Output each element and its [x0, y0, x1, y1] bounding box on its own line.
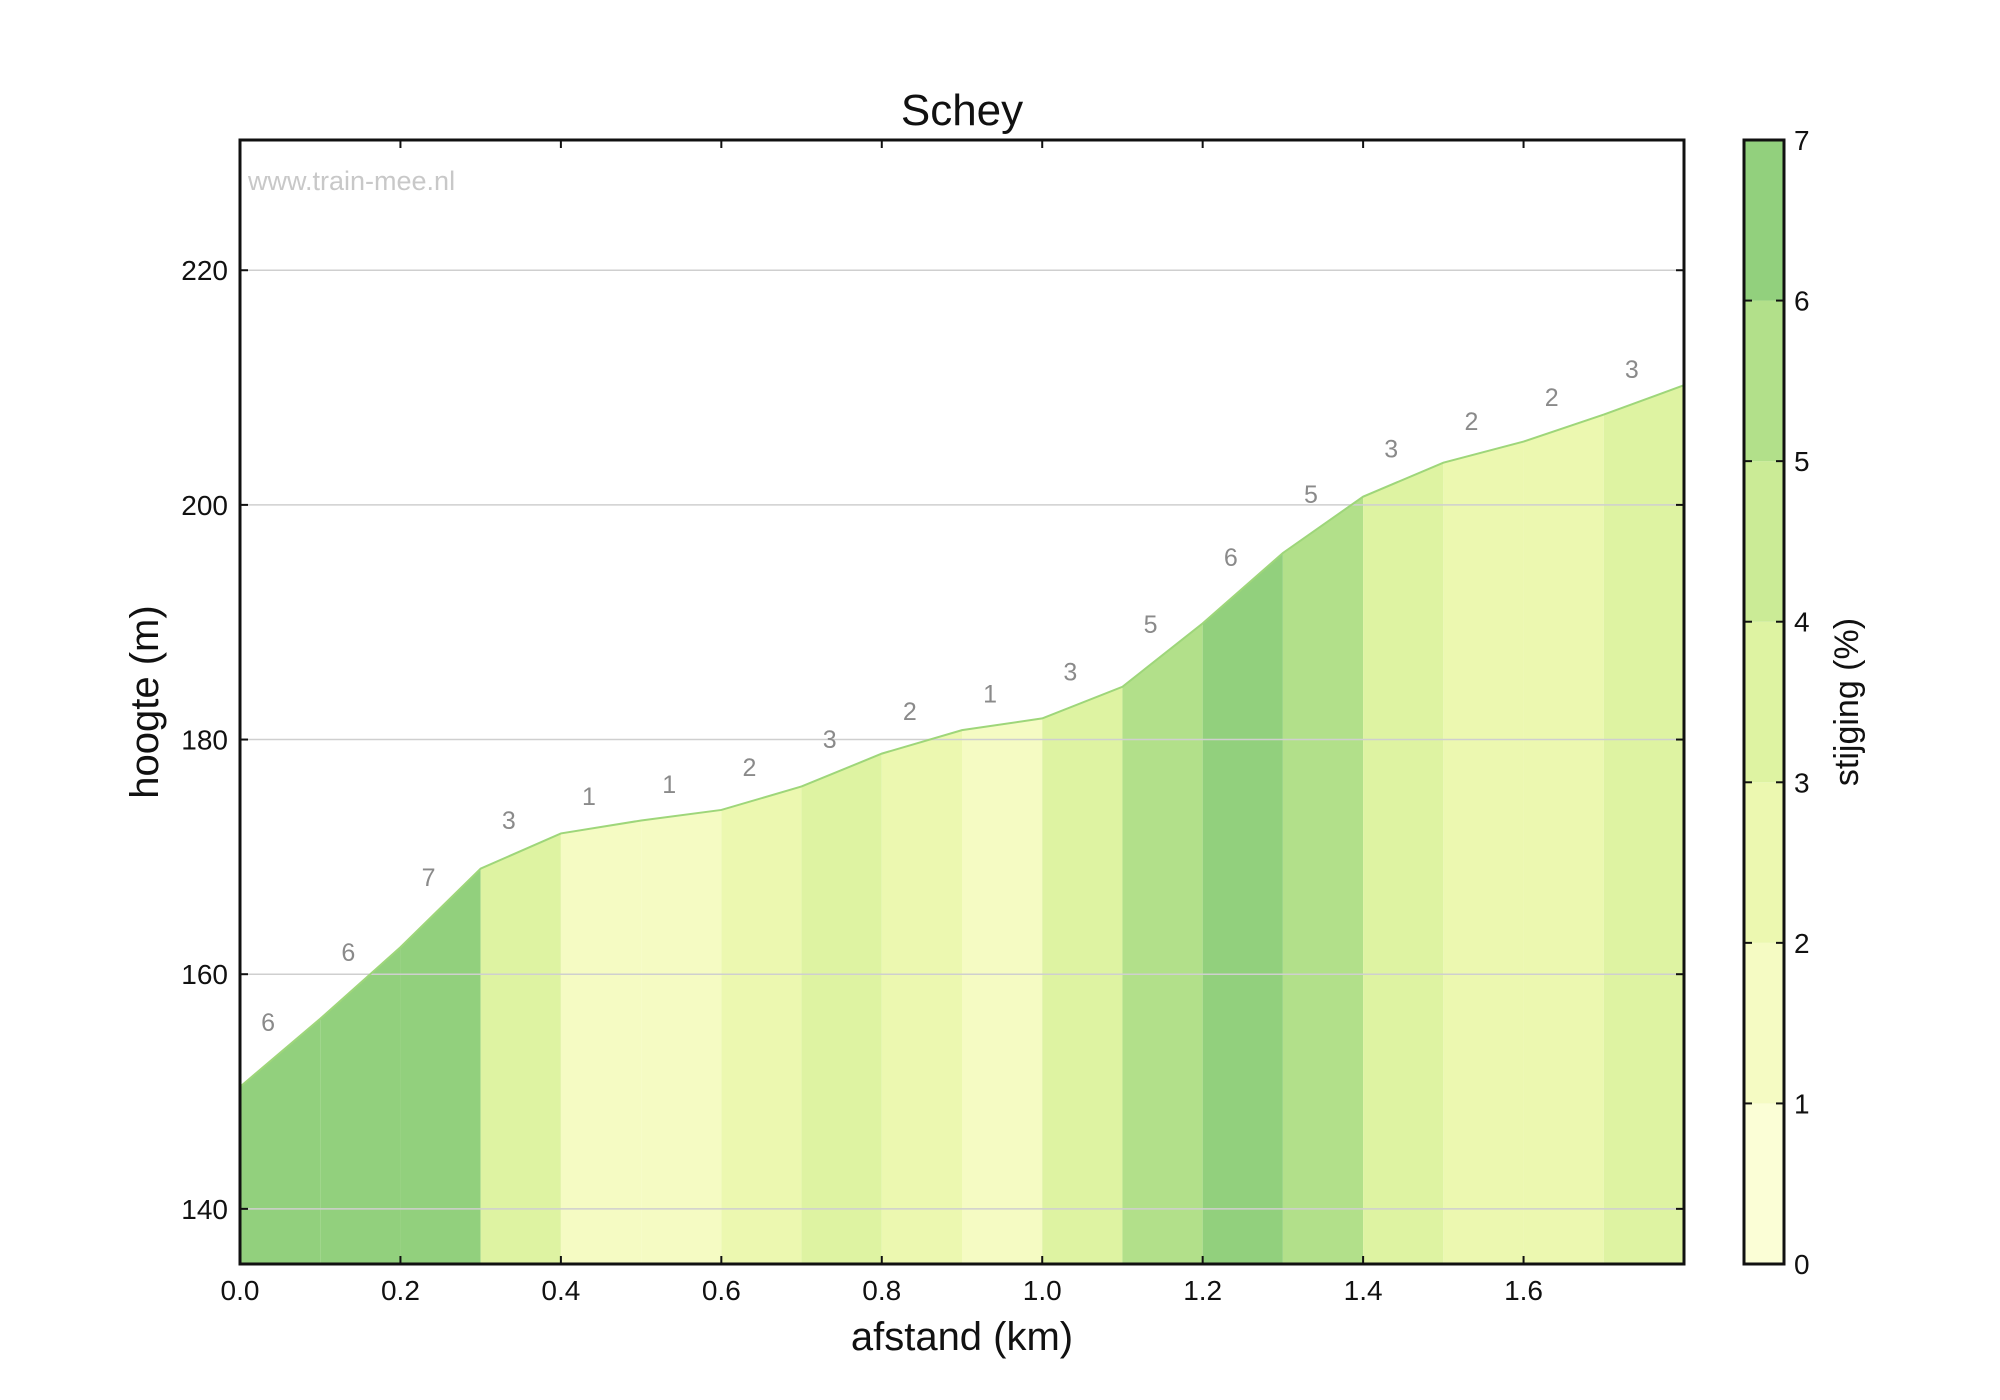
colorbar-band	[1744, 621, 1784, 783]
x-tick-label: 0.0	[221, 1275, 260, 1306]
elevation-line	[239, 384, 1685, 1088]
grade-label: 3	[1063, 659, 1077, 687]
gridlines	[240, 269, 1684, 1210]
colorbar-band	[1744, 140, 1784, 301]
grade-segment	[1122, 623, 1203, 1264]
y-axis-label: hoogte (m)	[123, 605, 167, 798]
y-axis-ticks: 140 160 180 200 220	[181, 255, 1684, 1225]
colorbar-ticks: 0 1 2 3 4 5 6 7	[1744, 125, 1810, 1280]
grade-segment	[240, 1018, 321, 1264]
x-tick-label: 1.6	[1504, 1275, 1543, 1306]
grade-label: 3	[1625, 356, 1639, 384]
grade-label: 3	[502, 807, 516, 835]
grade-segments	[240, 385, 1684, 1265]
colorbar-band	[1744, 1103, 1784, 1264]
grade-label: 2	[1545, 384, 1559, 412]
grade-label: 6	[341, 939, 355, 967]
grade-segment	[400, 868, 481, 1264]
grade-segment	[641, 809, 722, 1264]
grade-segment	[480, 833, 561, 1264]
grade-segment	[560, 820, 642, 1264]
x-tick-label: 1.4	[1344, 1275, 1383, 1306]
grade-label: 2	[1464, 408, 1478, 436]
grade-segment	[1042, 686, 1123, 1264]
colorbar-tick-label: 3	[1794, 767, 1810, 798]
grade-segment	[1363, 462, 1444, 1264]
x-tick-label: 0.6	[702, 1275, 741, 1306]
colorbar: 0 1 2 3 4 5 6 7 stijging (%)	[1742, 125, 1866, 1280]
grade-labels: 6 6 7 3 1 1 2 3 2 1 3 5 6 5 3 2 2 3	[261, 356, 1639, 1037]
grade-label: 5	[1144, 611, 1158, 639]
colorbar-tick-label: 1	[1794, 1088, 1810, 1119]
colorbar-band	[1744, 300, 1784, 462]
x-tick-label: 0.2	[381, 1275, 420, 1306]
colorbar-tick-label: 7	[1794, 125, 1810, 156]
y-tick-label: 220	[181, 255, 228, 286]
colorbar-tick-label: 5	[1794, 446, 1810, 477]
grade-segment	[1282, 496, 1364, 1265]
colorbar-tick-label: 2	[1794, 928, 1810, 959]
grade-segment	[721, 786, 802, 1264]
grade-label: 1	[662, 771, 676, 799]
x-tick-label: 0.8	[862, 1275, 901, 1306]
grade-label: 2	[903, 698, 917, 726]
colorbar-label: stijging (%)	[1828, 618, 1866, 786]
grade-segment	[1603, 385, 1684, 1264]
colorbar-band	[1744, 782, 1784, 943]
grade-label: 7	[422, 864, 436, 892]
y-tick-label: 180	[181, 725, 228, 756]
y-tick-label: 140	[181, 1194, 228, 1225]
chart-title: Schey	[901, 86, 1023, 135]
grade-segment	[801, 753, 882, 1264]
x-axis-label: afstand (km)	[851, 1315, 1073, 1359]
grade-segment	[1202, 552, 1283, 1264]
grade-label: 6	[261, 1009, 275, 1037]
grade-segment	[320, 947, 401, 1264]
grade-label: 1	[582, 783, 596, 811]
x-tick-label: 1.0	[1023, 1275, 1062, 1306]
grade-label: 5	[1304, 481, 1318, 509]
x-tick-label: 0.4	[541, 1275, 580, 1306]
grade-label: 2	[742, 754, 756, 782]
colorbar-bands	[1744, 140, 1784, 1264]
grade-label: 3	[823, 726, 837, 754]
grade-segment	[1443, 441, 1524, 1264]
colorbar-band	[1744, 461, 1784, 622]
grade-segment	[881, 730, 962, 1264]
x-tick-label: 1.2	[1183, 1275, 1222, 1306]
grade-label: 1	[983, 680, 997, 708]
y-tick-label: 160	[181, 959, 228, 990]
x-axis-ticks: 0.0 0.2 0.4 0.6 0.8 1.0 1.2 1.4 1.6	[221, 140, 1543, 1306]
colorbar-band	[1744, 942, 1784, 1104]
grade-label: 6	[1224, 544, 1238, 572]
grade-segment	[962, 718, 1043, 1264]
grade-segment	[1523, 414, 1604, 1264]
colorbar-tick-label: 0	[1794, 1249, 1810, 1280]
colorbar-tick-label: 4	[1794, 607, 1810, 638]
colorbar-frame	[1742, 138, 1786, 1266]
watermark: www.train-mee.nl	[247, 166, 455, 196]
grade-label: 3	[1384, 436, 1398, 464]
y-tick-label: 200	[181, 490, 228, 521]
plot-frame	[238, 138, 1686, 1266]
colorbar-tick-label: 6	[1794, 286, 1810, 317]
